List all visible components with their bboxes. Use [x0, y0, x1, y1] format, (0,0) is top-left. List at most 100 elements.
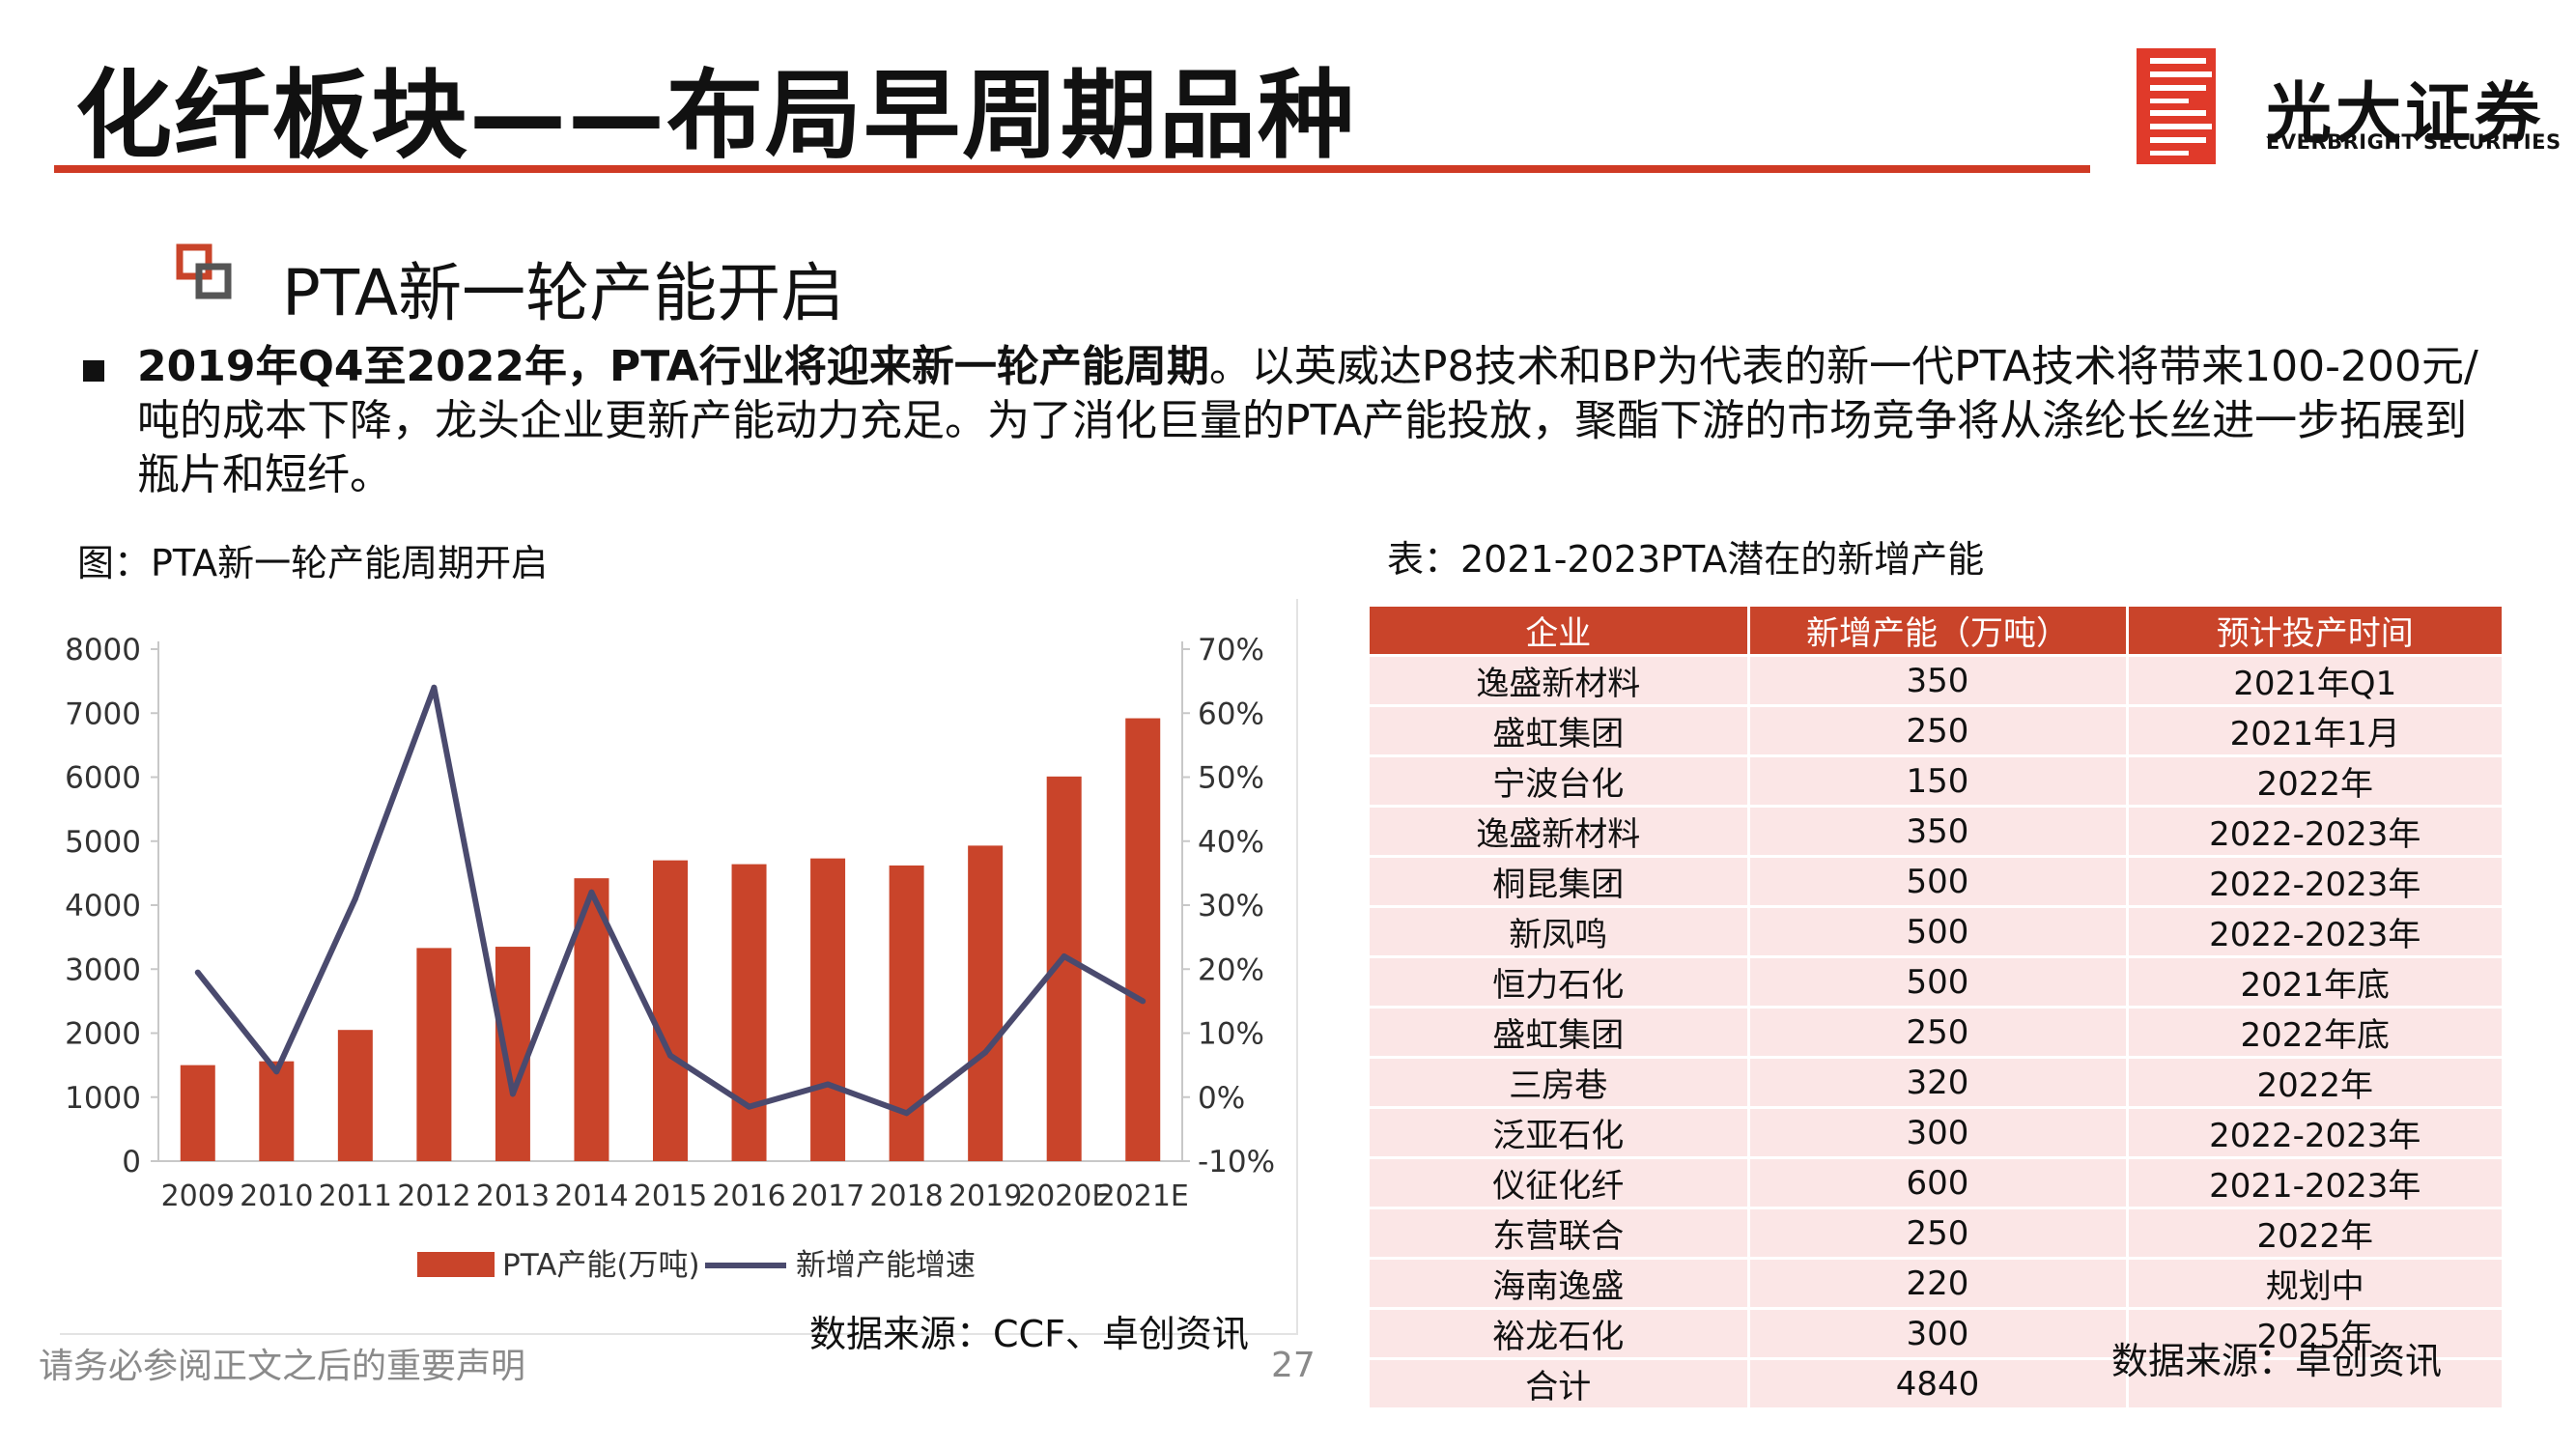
line-point [194, 969, 201, 976]
line-point [431, 684, 438, 691]
table-row: 逸盛新材料 350 2021年Q1 [1370, 654, 2502, 706]
y-right-tick-label: 30% [1198, 889, 1264, 923]
table-row: 海南逸盛 220 规划中 [1370, 1257, 2502, 1309]
table-cell: 4840 [1748, 1357, 2129, 1407]
table-cell: 2022-2023年 [2127, 805, 2502, 857]
x-tick-label: 2021E [1097, 1179, 1189, 1213]
table-row: 泛亚石化 300 2022-2023年 [1370, 1106, 2502, 1158]
table-row: 裕龙石化 300 2025年 [1370, 1307, 2502, 1359]
y-right-tick-label: 50% [1198, 761, 1264, 796]
table-row: 东营联合 250 2022年 [1370, 1207, 2502, 1259]
logo-name-cn: 光大证券 [2266, 76, 2545, 153]
table-cell: 300 [1748, 1307, 2129, 1359]
table-cell: 泛亚石化 [1370, 1106, 1750, 1158]
table-cell: 恒力石化 [1370, 955, 1750, 1008]
bar-pta-capacity [731, 864, 767, 1161]
page-title: 化纤板块——布局早周期品种 [75, 59, 1356, 172]
line-point [746, 1103, 752, 1110]
line-point [588, 889, 595, 895]
figure-source: 数据来源：CCF、卓创资讯 [809, 1313, 1249, 1355]
y-left-tick-label: 7000 [65, 696, 141, 731]
line-point [1061, 953, 1067, 959]
table-row: 桐昆集团 500 2022-2023年 [1370, 855, 2502, 907]
logo-mark-icon [2137, 48, 2216, 164]
table-cell: 三房巷 [1370, 1056, 1750, 1108]
table-cell: 仪征化纤 [1370, 1156, 1750, 1208]
paragraph-bold-lead: 2019年Q4至2022年，PTA行业将迎来新一轮产能周期 [137, 342, 1209, 391]
bar-pta-capacity [653, 860, 688, 1161]
bar-pta-capacity [810, 858, 846, 1161]
bar-pta-capacity [337, 1030, 373, 1161]
chart-frame: 0 1000 2000 3000 4000 5000 6000 7000 8000 -10% 0% 1… [60, 599, 1298, 1335]
table-row: 新凤鸣 500 2022-2023年 [1370, 905, 2502, 957]
legend-line-label: 新增产能增速 [796, 1248, 976, 1283]
line-point [509, 1091, 516, 1097]
table-header-cell: 预计投产时间 [2127, 607, 2502, 656]
x-tick-label: 2010 [240, 1179, 313, 1213]
table-cell: 盛虹集团 [1370, 1006, 1750, 1058]
table-cell: 东营联合 [1370, 1207, 1750, 1259]
bar-pta-capacity [1125, 718, 1161, 1161]
table-cell: 350 [1748, 654, 2129, 706]
bar-pta-capacity [416, 948, 452, 1161]
table-cell: 500 [1748, 855, 2129, 907]
x-tick-label: 2015 [634, 1179, 707, 1213]
table-cell: 桐昆集团 [1370, 855, 1750, 907]
bar-pta-capacity [259, 1061, 295, 1161]
table-cell: 250 [1748, 704, 2129, 756]
x-tick-label: 2020E [1018, 1179, 1110, 1213]
y-left-tick-label: 3000 [65, 952, 141, 987]
x-tick-label: 2019 [948, 1179, 1022, 1213]
y-left-tick-label: 4000 [65, 889, 141, 923]
table-cell: 220 [1748, 1257, 2129, 1309]
y-left-tick-label: 2000 [65, 1017, 141, 1052]
section-square-icon [176, 243, 232, 299]
table-caption: 表：2021-2023PTA潜在的新增产能 [1387, 538, 1985, 581]
pta-capacity-chart: 0 1000 2000 3000 4000 5000 6000 7000 8000 -10% 0% 1… [65, 633, 1275, 1283]
y-right-tick-label: 20% [1198, 952, 1264, 987]
table-cell: 规划中 [2127, 1257, 2502, 1309]
y-right-tick-label: -10% [1198, 1145, 1275, 1179]
table-cell: 2022-2023年 [2127, 905, 2502, 957]
x-tick-label: 2016 [712, 1179, 785, 1213]
table-cell: 逸盛新材料 [1370, 805, 1750, 857]
y-right-tick-label: 70% [1198, 633, 1264, 668]
y-left-tick-label: 5000 [65, 825, 141, 860]
table-cell: 宁波台化 [1370, 754, 1750, 807]
table-cell: 2021年1月 [2127, 704, 2502, 756]
table-cell: 2021年Q1 [2127, 654, 2502, 706]
table-cell: 2022年 [2127, 1056, 2502, 1108]
y-right-tick-label: 10% [1198, 1017, 1264, 1052]
table-row: 逸盛新材料 350 2022-2023年 [1370, 805, 2502, 857]
table-row: 三房巷 320 2022年 [1370, 1056, 2502, 1108]
table-cell: 150 [1748, 754, 2129, 807]
table-cell: 合计 [1370, 1357, 1750, 1407]
paragraph-text: 。以英威达P8技术和BP为代表的新一代PTA技术将带来100-200元/吨的成本… [137, 342, 2478, 499]
y-left-tick-label: 1000 [65, 1081, 141, 1116]
line-point [825, 1081, 832, 1088]
disclaimer-note: 请务必参阅正文之后的重要声明 [39, 1347, 526, 1386]
legend-bar-swatch [417, 1252, 495, 1277]
table-row: 盛虹集团 250 2021年1月 [1370, 704, 2502, 756]
table-body: 逸盛新材料 350 2021年Q1 盛虹集团 250 2021年1月 宁波台化 150 2022… [1370, 654, 2502, 1407]
table-cell: 2021年底 [2127, 955, 2502, 1008]
table-cell: 600 [1748, 1156, 2129, 1208]
table-cell: 裕龙石化 [1370, 1307, 1750, 1359]
y-right-tick-label: 40% [1198, 825, 1264, 860]
x-tick-label: 2018 [869, 1179, 943, 1213]
table-source: 数据来源：卓创资讯 [2111, 1340, 2443, 1382]
table-row: 仪征化纤 600 2021-2023年 [1370, 1156, 2502, 1208]
y-left-tick-label: 8000 [65, 633, 141, 668]
y-left-tick-label: 0 [122, 1145, 141, 1179]
table-cell: 300 [1748, 1106, 2129, 1158]
table-cell: 逸盛新材料 [1370, 654, 1750, 706]
table-cell: 250 [1748, 1207, 2129, 1259]
x-tick-label: 2014 [554, 1179, 628, 1213]
everbright-logo [2137, 48, 2216, 164]
table-row: 合计 4840 [1370, 1357, 2502, 1407]
line-point [903, 1110, 910, 1117]
line-point [352, 895, 358, 902]
legend-bar-label: PTA产能(万吨) [502, 1248, 700, 1283]
y-right-tick-label: 60% [1198, 696, 1264, 731]
table-row: 盛虹集团 250 2022年底 [1370, 1006, 2502, 1058]
